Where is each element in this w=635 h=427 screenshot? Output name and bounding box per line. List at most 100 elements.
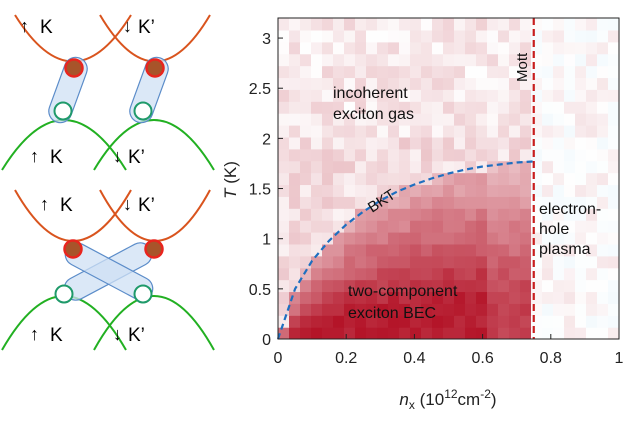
heatmap-cell [597, 184, 609, 197]
heatmap-cell [377, 77, 389, 90]
hole-k [53, 101, 73, 121]
heatmap-cell [443, 136, 455, 150]
heatmap-cell [432, 220, 444, 233]
heatmap-cell [377, 243, 389, 257]
heatmap-cell [575, 101, 587, 114]
heatmap-cell [300, 113, 312, 126]
heatmap-cell [410, 291, 422, 304]
heatmap-cell [487, 327, 499, 339]
heatmap-cell [421, 303, 433, 316]
heatmap-cell [377, 29, 389, 43]
heatmap-cell [333, 53, 345, 67]
heatmap-cell [333, 255, 345, 269]
heatmap-cell [311, 315, 323, 328]
heatmap-cell [597, 101, 609, 114]
heatmap-cell [344, 232, 356, 245]
heatmap-cell [289, 172, 301, 186]
heatmap-cell [421, 53, 433, 67]
heatmap-cell [366, 160, 378, 174]
heatmap-cell [575, 136, 587, 150]
plot-frame [277, 17, 620, 340]
electron-k-prime [145, 58, 165, 78]
heatmap-cell [355, 291, 367, 304]
heatmap-cell [443, 172, 455, 186]
heatmap-cell [377, 220, 389, 233]
heatmap-cell [377, 89, 389, 102]
heatmap-cell [586, 243, 598, 257]
heatmap-cell [542, 279, 554, 293]
heatmap-cell [377, 18, 389, 31]
heatmap-cell [498, 65, 510, 79]
heatmap-cell [509, 291, 521, 304]
heatmap-cell [388, 220, 400, 233]
heatmap-cell [553, 125, 565, 138]
heatmap-cell [322, 18, 334, 31]
heatmap-cell [344, 18, 356, 31]
heatmap-cell [300, 208, 312, 221]
spin-down-arrow-icon: ↓ [123, 194, 132, 214]
heatmap-cell [278, 113, 290, 126]
heatmap-cell [608, 184, 619, 197]
heatmap-cell [498, 184, 510, 197]
heatmap-cell [289, 220, 301, 233]
heatmap-cell [311, 196, 323, 209]
heatmap-cell [586, 196, 598, 209]
heatmap-cell [608, 89, 619, 102]
heatmap-cell [608, 208, 619, 221]
heatmap-cell [597, 113, 609, 126]
heatmap-cell [597, 279, 609, 293]
heatmap-cells [278, 18, 619, 339]
heatmap-cell [476, 208, 488, 221]
heatmap-cell [498, 41, 510, 55]
heatmap-cell [487, 125, 499, 138]
heatmap-cell [377, 232, 389, 245]
heatmap-cell [487, 53, 499, 67]
heatmap-cell [553, 208, 565, 221]
heatmap-cell [454, 232, 466, 245]
heatmap-cell [300, 220, 312, 233]
electron-k-prime [144, 239, 164, 259]
heatmap-cell [542, 65, 554, 79]
heatmap-cell [289, 29, 301, 43]
heatmap-cell [531, 77, 543, 90]
heatmap-cell [542, 136, 554, 150]
heatmap-cell [432, 184, 444, 197]
heatmap-cell [289, 89, 301, 102]
heatmap-cell [322, 243, 334, 257]
conduction-band-k-prime [99, 189, 211, 242]
heatmap-cell [608, 77, 619, 90]
heatmap-cell [575, 113, 587, 126]
heatmap-cell [520, 18, 532, 31]
heatmap-cell [553, 315, 565, 328]
conduction-band-k [14, 14, 132, 63]
heatmap-cell [289, 160, 301, 174]
heatmap-cell [498, 136, 510, 150]
heatmap-cell [498, 255, 510, 269]
heatmap-cell [520, 243, 532, 257]
spin-up-arrow-icon: ↑ [30, 146, 39, 166]
heatmap-cell [432, 315, 444, 328]
heatmap-cell [520, 184, 532, 197]
heatmap-cell [531, 172, 543, 186]
heatmap-cell [487, 77, 499, 90]
heatmap-cell [399, 29, 411, 43]
heatmap-cell [465, 267, 477, 281]
heatmap-cell [542, 243, 554, 257]
heatmap-cell [597, 196, 609, 209]
heatmap-cell [542, 184, 554, 197]
heatmap-cell [487, 89, 499, 102]
heatmap-cell [531, 65, 543, 79]
heatmap-cell [542, 160, 554, 174]
schematic-top: ↑ K ↓ K’ ↑ K ↓ K’ [1, 14, 215, 171]
heatmap-cell [311, 232, 323, 245]
heatmap-cell [344, 160, 356, 174]
heatmap-cell [564, 148, 576, 162]
heatmap-cell [586, 327, 598, 339]
spin-down-arrow-icon: ↓ [113, 146, 122, 166]
heatmap-cell [399, 220, 411, 233]
heatmap-cell [399, 279, 411, 293]
heatmap-cell [432, 243, 444, 257]
heatmap-cell [476, 267, 488, 281]
bec-label-line2: exciton BEC [348, 305, 436, 322]
heatmap-cell [586, 113, 598, 126]
